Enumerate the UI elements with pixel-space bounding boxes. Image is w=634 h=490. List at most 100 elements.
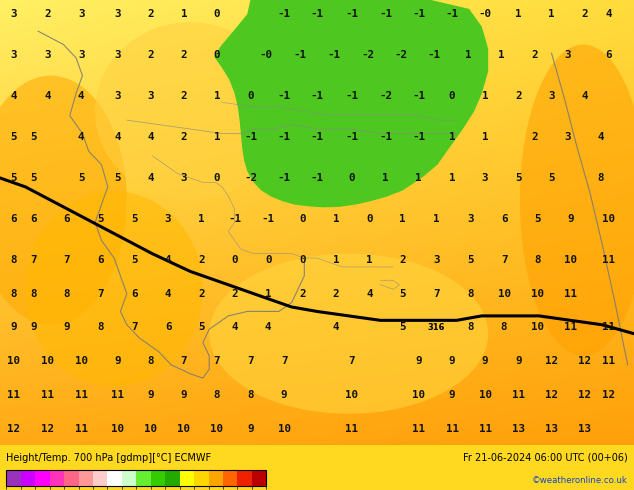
Text: 4: 4: [148, 173, 154, 183]
Text: -0: -0: [479, 9, 491, 19]
Text: 10: 10: [75, 356, 87, 367]
Text: 4: 4: [265, 322, 271, 332]
Text: 10: 10: [479, 390, 491, 400]
Text: 3: 3: [548, 91, 555, 101]
Ellipse shape: [25, 191, 203, 387]
Text: -1: -1: [428, 50, 441, 60]
Text: 2: 2: [531, 132, 538, 142]
Text: -1: -1: [228, 214, 241, 224]
Text: -1: -1: [311, 173, 323, 183]
Text: -2: -2: [395, 50, 408, 60]
Text: -2: -2: [361, 50, 374, 60]
Text: 5: 5: [11, 132, 17, 142]
Text: 6: 6: [30, 214, 37, 224]
Text: 0: 0: [231, 255, 238, 265]
Text: 0: 0: [214, 50, 220, 60]
Text: 2: 2: [231, 289, 238, 298]
Text: 11: 11: [75, 390, 87, 400]
Text: 3: 3: [565, 132, 571, 142]
Text: -2: -2: [244, 173, 257, 183]
Text: 8: 8: [11, 289, 17, 298]
Text: 3: 3: [433, 255, 439, 265]
Text: 4: 4: [165, 289, 171, 298]
Text: 1: 1: [548, 9, 555, 19]
Text: -2: -2: [379, 91, 392, 101]
Text: 11: 11: [564, 322, 577, 332]
Polygon shape: [214, 0, 488, 207]
Text: 7: 7: [30, 255, 37, 265]
Text: 1: 1: [181, 9, 187, 19]
Text: 7: 7: [97, 289, 103, 298]
Text: 2: 2: [333, 289, 339, 298]
Text: 5: 5: [399, 322, 406, 332]
Text: 12: 12: [8, 424, 20, 434]
Text: 5: 5: [515, 173, 522, 183]
Text: ©weatheronline.co.uk: ©weatheronline.co.uk: [532, 476, 628, 485]
Text: 1: 1: [198, 214, 205, 224]
Text: 9: 9: [281, 390, 287, 400]
Text: 2: 2: [515, 91, 522, 101]
Text: 7: 7: [63, 255, 70, 265]
Text: 12: 12: [545, 390, 558, 400]
Text: 9: 9: [449, 356, 455, 367]
Text: 0: 0: [214, 173, 220, 183]
Text: 3: 3: [467, 214, 474, 224]
Text: 0: 0: [366, 214, 373, 224]
Text: 4: 4: [581, 91, 588, 101]
Text: 2: 2: [531, 50, 538, 60]
Text: 8: 8: [148, 356, 154, 367]
Text: 4: 4: [605, 9, 612, 19]
Text: 11: 11: [602, 255, 615, 265]
Text: 4: 4: [78, 91, 84, 101]
Text: 9: 9: [515, 356, 522, 367]
Text: 8: 8: [501, 322, 507, 332]
Text: -1: -1: [278, 173, 290, 183]
Text: 9: 9: [11, 322, 17, 332]
Text: 9: 9: [114, 356, 120, 367]
Text: 10: 10: [278, 424, 290, 434]
Ellipse shape: [95, 22, 285, 200]
Text: 4: 4: [114, 132, 120, 142]
Text: 11: 11: [412, 424, 425, 434]
Text: -1: -1: [294, 50, 306, 60]
Text: 6: 6: [11, 214, 17, 224]
Text: -1: -1: [379, 132, 392, 142]
Text: 3: 3: [482, 173, 488, 183]
Text: 2: 2: [181, 132, 187, 142]
Text: 12: 12: [41, 424, 54, 434]
Text: 6: 6: [97, 255, 103, 265]
Text: 5: 5: [534, 214, 541, 224]
Text: 11: 11: [41, 390, 54, 400]
Text: 11: 11: [564, 289, 577, 298]
Text: 8: 8: [598, 173, 604, 183]
Ellipse shape: [209, 254, 488, 414]
Text: 1: 1: [433, 214, 439, 224]
Text: 6: 6: [165, 322, 171, 332]
Text: 2: 2: [181, 91, 187, 101]
Text: 11: 11: [111, 390, 124, 400]
Text: 10: 10: [531, 322, 544, 332]
Text: 12: 12: [578, 356, 591, 367]
Text: 11: 11: [75, 424, 87, 434]
Text: 6: 6: [501, 214, 507, 224]
Text: 8: 8: [247, 390, 254, 400]
Text: 6: 6: [131, 289, 138, 298]
Text: 4: 4: [231, 322, 238, 332]
Text: -1: -1: [412, 9, 425, 19]
Text: 4: 4: [78, 132, 84, 142]
Text: -1: -1: [278, 132, 290, 142]
Text: Height/Temp. 700 hPa [gdmp][°C] ECMWF: Height/Temp. 700 hPa [gdmp][°C] ECMWF: [6, 453, 212, 463]
Text: 3: 3: [565, 50, 571, 60]
Text: 9: 9: [567, 214, 574, 224]
Text: 1: 1: [265, 289, 271, 298]
Text: 4: 4: [333, 322, 339, 332]
Text: -1: -1: [346, 132, 358, 142]
Text: 5: 5: [11, 173, 17, 183]
Text: 3: 3: [165, 214, 171, 224]
Text: -1: -1: [244, 132, 257, 142]
Text: 7: 7: [214, 356, 220, 367]
Text: 10: 10: [412, 390, 425, 400]
Text: -1: -1: [278, 91, 290, 101]
Text: 0: 0: [299, 214, 306, 224]
Text: 4: 4: [366, 289, 373, 298]
